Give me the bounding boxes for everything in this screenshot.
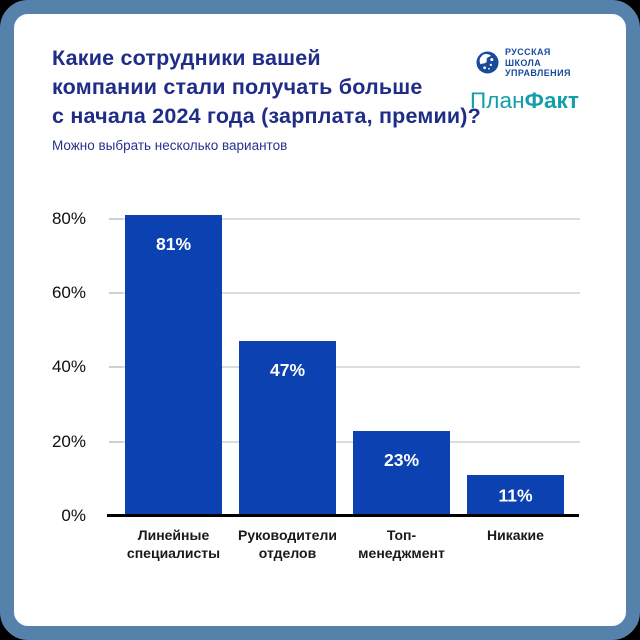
y-axis-tick-label: 40% xyxy=(51,357,86,377)
rsu-text-line-1: РУССКАЯ xyxy=(505,47,551,57)
planfact-logo: ПланФакт xyxy=(470,88,579,114)
subtitle: Можно выбрать несколько вариантов xyxy=(52,138,288,153)
gridline xyxy=(112,440,580,443)
page-title: Какие сотрудники вашей компании стали по… xyxy=(52,44,481,131)
axis-tick xyxy=(109,440,122,443)
y-axis-tick-label: 60% xyxy=(51,282,86,302)
axis-tick xyxy=(109,217,122,220)
category-label: Линейные специалисты xyxy=(126,527,221,561)
axis-tick xyxy=(109,291,122,294)
rsu-globe-icon xyxy=(476,51,499,74)
title-line-3: с начала 2024 года (зарплата, премии)? xyxy=(52,104,481,128)
title-line-2: компании стали получать больше xyxy=(52,75,423,99)
axis-tick xyxy=(109,366,122,369)
bar-value-label: 11% xyxy=(498,485,533,506)
bar-columns: 81% Линейные специалисты 47% Руководители отд… xyxy=(112,200,580,561)
y-axis-tick-label: 80% xyxy=(51,208,86,228)
bar: 81% xyxy=(125,214,222,516)
category-label: Никакие xyxy=(487,527,544,543)
rsu-logo-text: РУССКАЯ ШКОЛА УПРАВЛЕНИЯ xyxy=(505,47,571,79)
category-label: Топ-менеджмент xyxy=(358,527,445,561)
bar: 23% xyxy=(353,430,450,516)
planfact-logo-plan: План xyxy=(470,88,525,113)
bar-value-label: 81% xyxy=(155,233,192,254)
y-axis-tick-label: 20% xyxy=(51,431,86,451)
title-line-1: Какие сотрудники вашей xyxy=(52,46,321,70)
y-axis-tick-label: 0% xyxy=(61,506,86,525)
planfact-logo-fakt: Факт xyxy=(524,88,580,113)
plot-area: 0% 20% 40% 60% 80% 81% Линейные специалисты 47% Р… xyxy=(52,200,580,561)
bar-column: 47% Руководители отделов xyxy=(238,200,337,561)
header: Какие сотрудники вашей компании стали по… xyxy=(52,44,481,153)
rsu-text-line-2: ШКОЛА xyxy=(505,57,542,68)
bar-column: 23% Топ-менеджмент xyxy=(353,200,450,561)
bar-value-label: 23% xyxy=(383,449,420,470)
bar-value-label: 47% xyxy=(269,360,306,381)
bar-column: 81% Линейные специалисты xyxy=(125,200,222,561)
bar: 11% xyxy=(467,475,564,516)
category-label: Руководители отделов xyxy=(238,527,337,561)
gridline xyxy=(112,366,580,369)
gridline xyxy=(112,291,580,294)
bar: 47% xyxy=(239,341,336,516)
bar-column: 11% Никакие xyxy=(467,200,564,543)
x-axis-line xyxy=(107,514,579,517)
gridline xyxy=(112,217,580,220)
rsu-text-line-3: УПРАВЛЕНИЯ xyxy=(505,68,571,78)
rsu-logo: РУССКАЯ ШКОЛА УПРАВЛЕНИЯ xyxy=(476,47,571,79)
